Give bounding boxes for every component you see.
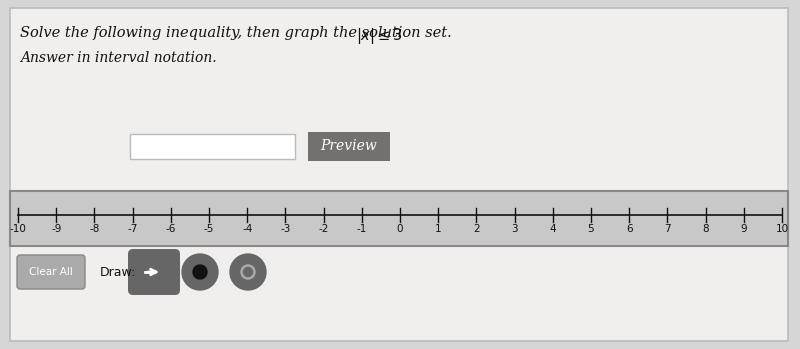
Text: Solve the following inequality, then graph the solution set.: Solve the following inequality, then gra…: [20, 26, 456, 40]
Text: Preview: Preview: [321, 140, 378, 154]
Text: -6: -6: [166, 224, 176, 234]
Text: 2: 2: [473, 224, 480, 234]
Text: 8: 8: [702, 224, 709, 234]
FancyBboxPatch shape: [10, 191, 788, 246]
Text: Clear All: Clear All: [29, 267, 73, 277]
Text: 6: 6: [626, 224, 633, 234]
Circle shape: [243, 267, 253, 276]
FancyBboxPatch shape: [130, 134, 295, 159]
Text: 7: 7: [664, 224, 670, 234]
FancyBboxPatch shape: [128, 249, 180, 295]
Text: 0: 0: [397, 224, 403, 234]
Text: 3: 3: [511, 224, 518, 234]
Circle shape: [182, 254, 218, 290]
Text: -5: -5: [204, 224, 214, 234]
Circle shape: [230, 254, 266, 290]
FancyBboxPatch shape: [10, 8, 788, 341]
Text: -8: -8: [90, 224, 99, 234]
Text: 5: 5: [588, 224, 594, 234]
Text: Draw:: Draw:: [100, 266, 136, 279]
Text: -3: -3: [280, 224, 290, 234]
Text: $|x| \leq 3$: $|x| \leq 3$: [356, 26, 402, 46]
Text: Answer in interval notation.: Answer in interval notation.: [20, 51, 217, 65]
Circle shape: [193, 265, 207, 279]
Text: 10: 10: [775, 224, 789, 234]
Circle shape: [241, 265, 255, 279]
Text: -2: -2: [318, 224, 329, 234]
Text: -4: -4: [242, 224, 252, 234]
Text: -7: -7: [127, 224, 138, 234]
FancyBboxPatch shape: [308, 132, 390, 161]
Text: 9: 9: [741, 224, 747, 234]
Text: -1: -1: [357, 224, 367, 234]
Text: 1: 1: [435, 224, 442, 234]
FancyBboxPatch shape: [17, 255, 85, 289]
Text: 4: 4: [550, 224, 556, 234]
Text: -9: -9: [51, 224, 62, 234]
Text: -10: -10: [10, 224, 26, 234]
